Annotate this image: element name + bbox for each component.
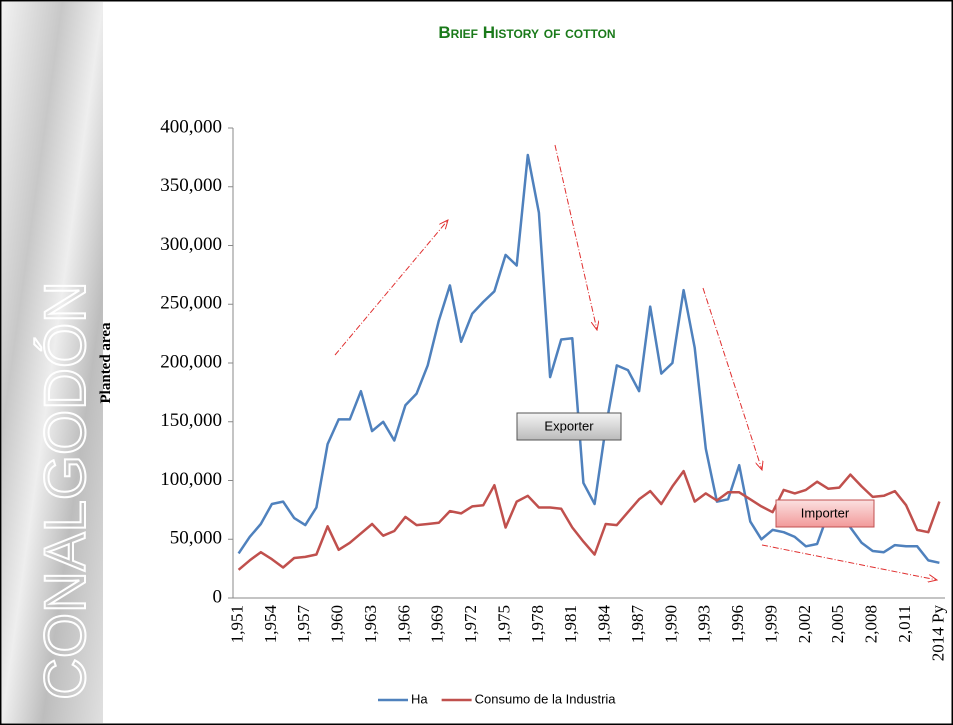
- x-tick-label: 1,984: [595, 605, 614, 644]
- annotation-label: Exporter: [544, 418, 594, 433]
- x-tick-label: 1,954: [261, 605, 280, 644]
- x-tick-label: 2,008: [862, 605, 881, 643]
- brand-logo: CONALGODÓN: [33, 281, 98, 700]
- legend-label: Consumo de la Industria: [475, 691, 617, 706]
- x-tick-label: 1,990: [661, 605, 680, 643]
- chart-title: Brief History of cotton: [438, 23, 615, 42]
- x-tick-label: 2,002: [795, 605, 814, 643]
- x-tick-label: 2014 Py: [928, 605, 947, 662]
- arrow: [702, 287, 762, 470]
- x-tick-label: 1,978: [528, 605, 547, 643]
- y-tick-label: 50,000: [170, 528, 222, 549]
- x-tick-label: 1,987: [628, 605, 647, 644]
- x-tick-label: 2,011: [895, 605, 914, 643]
- side-stripe: [2, 2, 103, 723]
- x-tick-label: 2,005: [828, 605, 847, 643]
- x-tick-label: 1,972: [461, 605, 480, 643]
- annotation-label: Importer: [801, 505, 850, 520]
- x-tick-label: 1,996: [728, 605, 747, 643]
- x-tick-label: 1,957: [294, 605, 313, 644]
- annotation-box: [775, 499, 875, 528]
- x-tick-label: 1,960: [328, 605, 347, 643]
- arrow: [334, 220, 448, 356]
- y-tick-label: 200,000: [160, 351, 222, 372]
- x-tick-label: 1,975: [494, 605, 513, 643]
- x-tick-label: 1,993: [695, 605, 714, 643]
- y-tick-label: 150,000: [160, 410, 222, 431]
- y-tick-label: 250,000: [160, 293, 222, 314]
- y-tick-label: 350,000: [160, 175, 222, 196]
- x-tick-label: 1,999: [761, 605, 780, 643]
- x-tick-label: 1,966: [394, 605, 413, 643]
- arrow: [554, 144, 597, 330]
- x-tick-label: 1,981: [561, 605, 580, 643]
- y-tick-label: 100,000: [160, 469, 222, 490]
- arrow: [761, 544, 937, 580]
- series-line: [237, 469, 941, 571]
- y-axis-label: Planted area: [98, 322, 114, 403]
- trend-arrows: [334, 144, 937, 580]
- x-tick-label: 1,951: [227, 605, 246, 643]
- y-tick-label: 0: [213, 586, 223, 607]
- x-tick-label: 1,969: [428, 605, 447, 643]
- legend-label: Ha: [411, 691, 428, 706]
- x-tick-label: 1,963: [361, 605, 380, 643]
- y-tick-label: 400,000: [160, 116, 222, 137]
- annotation-box: [516, 412, 622, 441]
- y-tick-label: 300,000: [160, 234, 222, 255]
- series-line: [237, 153, 940, 565]
